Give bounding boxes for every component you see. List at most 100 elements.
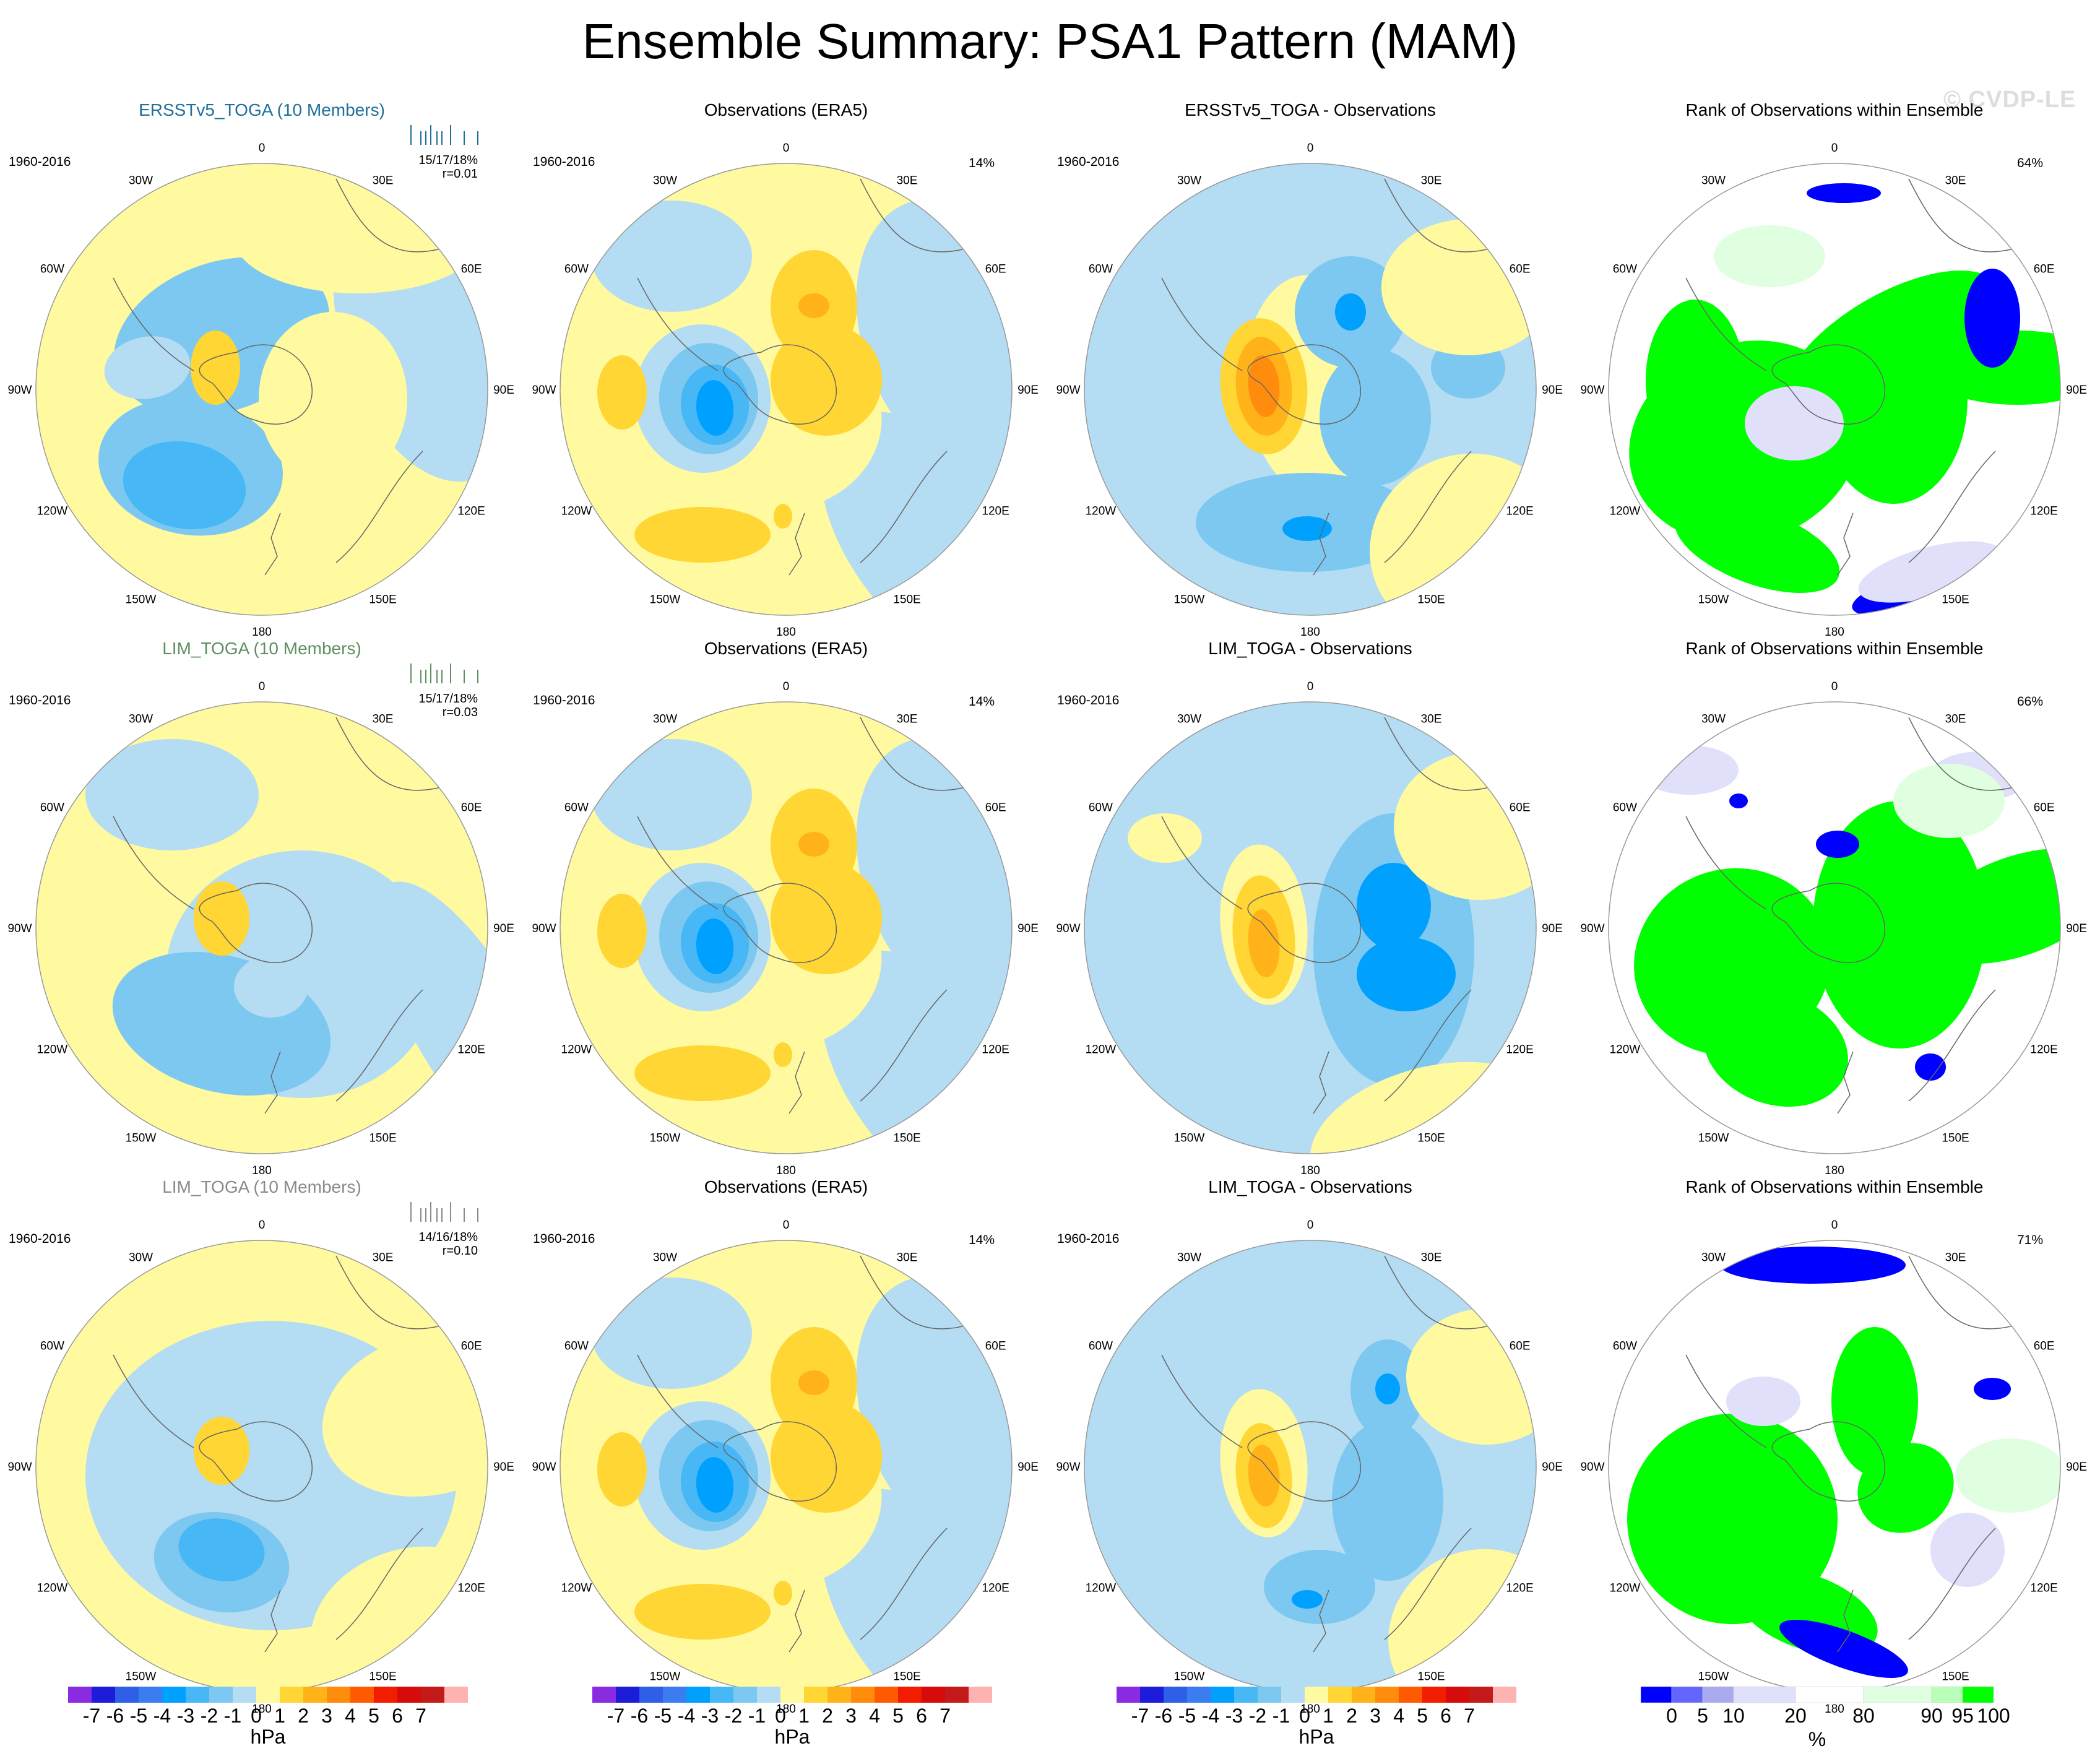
colorbar-tick-label: 0 — [775, 1705, 786, 1727]
longitude-label: 0 — [1307, 680, 1314, 693]
africa-coastline — [860, 178, 972, 253]
longitude-label: 60W — [40, 263, 64, 276]
ant-high-contour — [771, 863, 882, 974]
colorbar-tick-label: 100 — [1977, 1705, 2010, 1727]
longitude-label: 120E — [2030, 505, 2057, 518]
colorbar-swatch — [1931, 1686, 1963, 1703]
west-high-contour — [597, 355, 647, 430]
australia-coastline — [1384, 451, 1472, 563]
colorbar-swatch — [1375, 1687, 1399, 1703]
map-border — [560, 163, 1013, 616]
longitude-label: 120W — [1086, 1044, 1117, 1057]
longitude-label: 90E — [1542, 922, 1563, 935]
longitude-label: 30W — [129, 174, 153, 187]
polar-map: 0 30E 60E 90E 120E 150E 180 150W 120W 90W 60W 30W — [532, 142, 1038, 639]
west-high-contour — [597, 1432, 647, 1507]
longitude-label: 30E — [1945, 174, 1966, 187]
longitude-label: 30E — [1945, 712, 1966, 725]
colorbar-tick-label: 7 — [415, 1705, 426, 1727]
colorbar-tick-label: 7 — [1464, 1705, 1475, 1727]
stats-line1: 15/17/18% — [418, 692, 478, 706]
stats-line2: r=0.10 — [442, 1244, 478, 1258]
colorbar-tick-label: 4 — [1393, 1705, 1404, 1727]
colorbar-tick-label: -6 — [1155, 1705, 1172, 1727]
colorbar-swatch — [1863, 1686, 1932, 1703]
longitude-label: 30W — [653, 1251, 677, 1264]
longitude-label: 30E — [1421, 712, 1442, 725]
longitude-label: 90W — [1056, 922, 1080, 935]
longitude-label: 0 — [259, 1219, 266, 1232]
longitude-label: 60W — [1613, 263, 1637, 276]
africa-coastline — [860, 717, 972, 791]
longitude-label: 60W — [564, 263, 589, 276]
colorbar-tick-label: 0 — [1299, 1705, 1310, 1727]
longitude-label: 90W — [532, 922, 556, 935]
panel-ensemble-row2: LIM_TOGA (10 Members) 1960-2016 15/17/18% r… — [0, 638, 524, 1177]
longitude-label: 30E — [373, 174, 394, 187]
longitude-label: 60W — [1613, 1340, 1637, 1353]
colorbar-swatch — [1187, 1687, 1211, 1703]
longitude-label: 150W — [1698, 1132, 1729, 1145]
ne-ridge-contour — [1381, 219, 1536, 355]
g-east-contour — [1922, 849, 2060, 964]
colorbar-swatch — [186, 1687, 209, 1703]
panel-difference-row1: ERSSTv5_TOGA - Observations 1960-2016 0 30E… — [1048, 99, 1572, 639]
longitude-label: 120E — [2030, 1044, 2057, 1057]
colorbar-swatch — [1702, 1686, 1734, 1703]
longitude-label: 120W — [1610, 505, 1641, 518]
west-high-contour — [597, 894, 647, 968]
watermark: © CVDP-LE — [1943, 87, 2076, 113]
colorbar-swatch — [710, 1687, 733, 1703]
colorbar-svg: -7 -6 -5 -4 -3 -2 -1 0 1 2 3 4 5 6 7 hPa — [592, 1687, 992, 1748]
new-zealand-coastline — [264, 1589, 281, 1653]
longitude-label: 30E — [1421, 1251, 1442, 1264]
high-core-contour — [194, 881, 249, 956]
south-america-coastline — [1161, 277, 1243, 371]
period-label: 1960-2016 — [533, 155, 595, 169]
australia-coastline — [335, 451, 423, 563]
colorbar-swatch — [444, 1687, 468, 1703]
antarctica-coastline — [1771, 1421, 1886, 1502]
longitude-label: 120E — [982, 505, 1009, 518]
ensemble-stats: 15/17/18% r=0.01 — [369, 153, 478, 181]
colorbar-svg: 0 5 10 20 80 90 95 100% — [1640, 1686, 2010, 1750]
colorbar-swatch — [827, 1687, 851, 1703]
percent-label: 66% — [2017, 694, 2044, 709]
colorbar-tick-label: 5 — [368, 1705, 379, 1727]
longitude-label: 120W — [1610, 1044, 1641, 1057]
ensemble-spread-ticks — [410, 1202, 478, 1222]
longitude-label: 120W — [561, 1582, 592, 1595]
longitude-label: 60E — [2034, 1340, 2055, 1353]
nw-ridge-contour — [1128, 813, 1202, 863]
longitude-label: 30E — [373, 712, 394, 725]
observations-title: Observations (ERA5) — [704, 639, 868, 658]
antarctica-coastline — [199, 1421, 313, 1502]
longitude-label: 60W — [564, 1340, 589, 1353]
longitude-label: 180 — [776, 1164, 796, 1177]
longitude-label: 150W — [1174, 1671, 1205, 1684]
longitude-label: 120E — [1506, 505, 1533, 518]
colorbar-swatch — [115, 1687, 139, 1703]
g-arm-contour — [1857, 1443, 1954, 1533]
new-zealand-coastline — [1313, 512, 1329, 576]
longitude-label: 60E — [461, 263, 482, 276]
longitude-label: 150E — [369, 1132, 396, 1145]
longitude-label: 150W — [1698, 594, 1729, 607]
colorbar-swatch — [68, 1687, 92, 1703]
colorbar-tick-label: 10 — [1722, 1705, 1745, 1727]
g-ant-contour — [1813, 801, 1986, 1048]
nw-low-contour — [591, 201, 752, 312]
g-west2-contour — [1646, 300, 1745, 460]
polar-map: 0 30E 60E 90E 120E 150E 180 150W 120W 90W 60W 30W — [1580, 680, 2086, 1177]
polar-map: 0 30E 60E 90E 120E 150E 180 150W 120W 90W 60W 30W — [1580, 142, 2086, 639]
longitude-label: 180 — [252, 1703, 272, 1716]
longitude-label: 90W — [7, 1461, 32, 1474]
south-america-coastline — [1685, 816, 1767, 910]
longitude-label: 120W — [1086, 1582, 1117, 1595]
longitude-label: 60W — [40, 802, 64, 815]
africa-coastline — [335, 717, 448, 791]
ant-core2-contour — [1357, 937, 1456, 1011]
colorbar-tick-label: 5 — [1697, 1705, 1708, 1727]
colorbar-swatch — [616, 1687, 639, 1703]
australia-coastline — [860, 451, 948, 563]
